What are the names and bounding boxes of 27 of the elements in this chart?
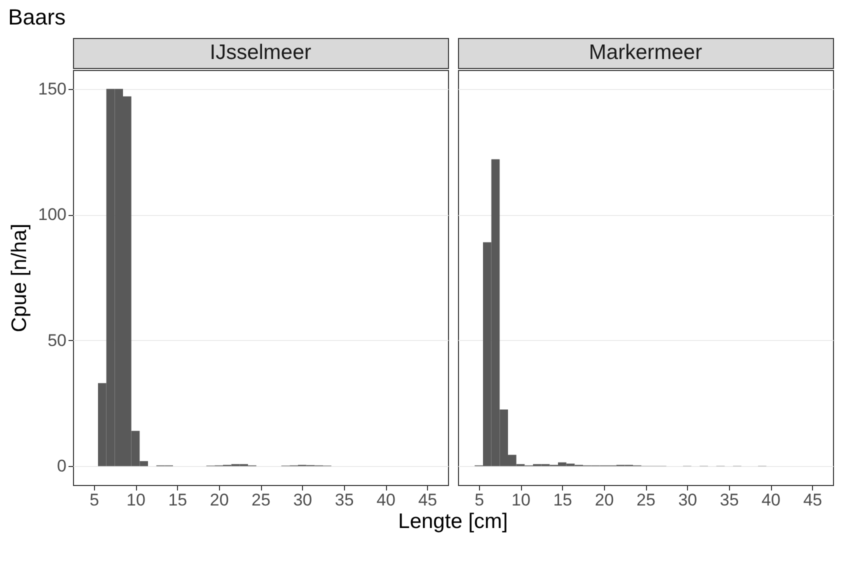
y-axis-title: Cpue [n/ha]	[8, 224, 32, 332]
chart-subtitle: Markermeer	[588, 41, 702, 64]
x-tick-label: 45	[803, 490, 822, 510]
x-tick-label: 20	[594, 490, 614, 510]
y-tick-label: 0	[57, 456, 66, 476]
x-tick-label: 5	[474, 490, 484, 510]
x-tick-label: 25	[252, 490, 270, 510]
y-tick-label: 100	[38, 205, 66, 224]
x-tick-label: 35	[720, 490, 739, 510]
chart-subtitle: IJsselmeer	[210, 41, 312, 64]
x-tick-label: 5	[90, 490, 100, 510]
x-tick-label: 45	[418, 490, 438, 510]
x-tick-label: 30	[678, 490, 698, 510]
x-tick-label: 10	[126, 490, 146, 510]
y-tick-label: 50	[48, 330, 66, 350]
x-tick-label: 35	[334, 490, 354, 510]
x-tick-label: 15	[553, 490, 572, 510]
x-tick-label: 40	[762, 490, 780, 510]
x-tick-label: 25	[636, 490, 656, 510]
y-tick-label: 150	[38, 79, 66, 98]
x-tick-label: 15	[168, 490, 188, 510]
x-tick-label: 40	[376, 490, 396, 510]
chart-title: Baars	[8, 4, 66, 30]
x-axis-title: Lengte [cm]	[398, 510, 508, 533]
x-tick-label: 10	[512, 490, 530, 510]
x-tick-label: 20	[210, 490, 229, 510]
x-tick-label: 30	[293, 490, 312, 510]
